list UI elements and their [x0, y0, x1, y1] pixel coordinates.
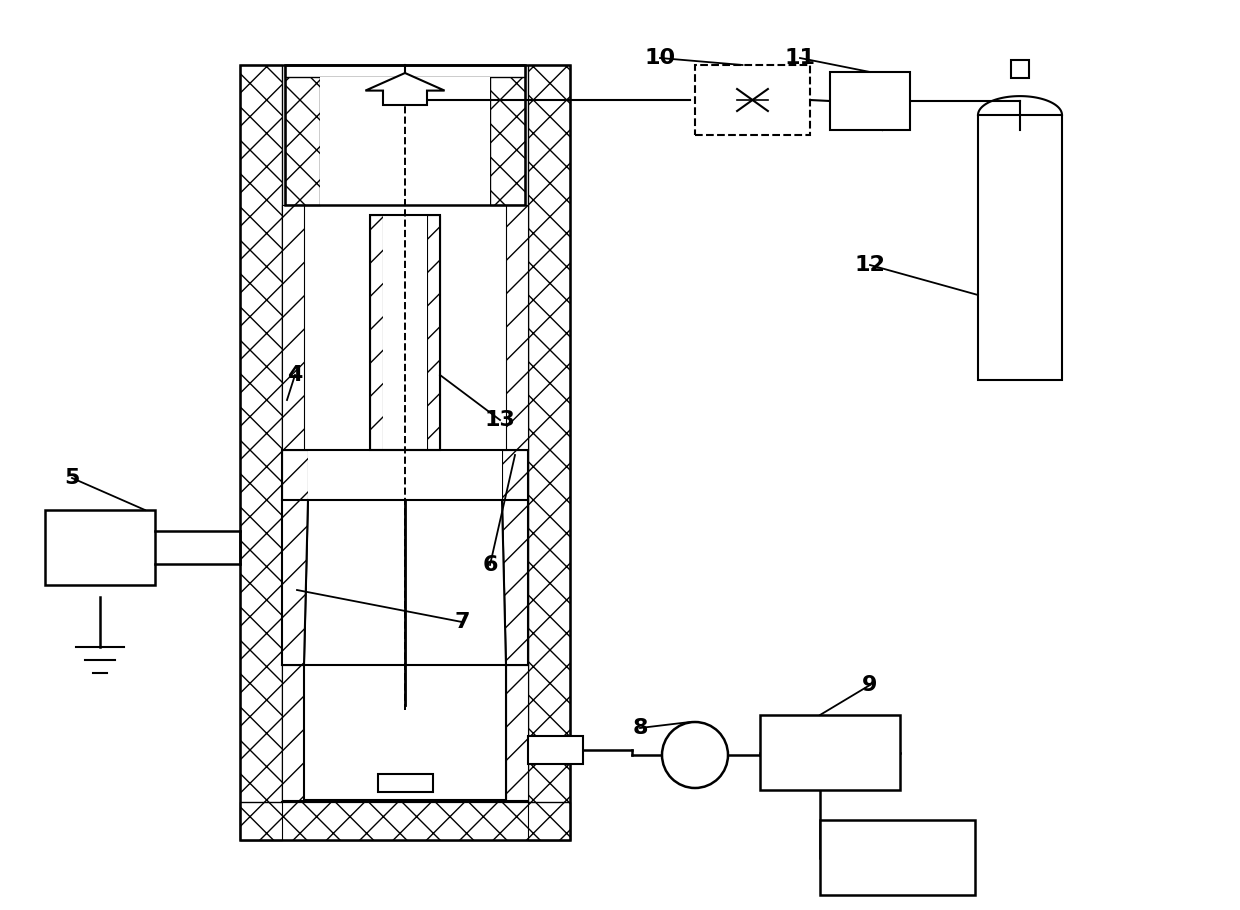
Bar [370, 215, 383, 450]
Bar [285, 65, 320, 205]
Bar [281, 450, 528, 500]
Bar [241, 65, 570, 840]
Text: 4: 4 [288, 365, 303, 385]
Bar [241, 802, 570, 840]
Bar [506, 205, 528, 450]
Polygon shape [502, 500, 528, 665]
Bar [502, 450, 528, 500]
Text: 6: 6 [482, 555, 497, 575]
Text: 9: 9 [862, 675, 878, 695]
Text: 12: 12 [854, 255, 885, 275]
Bar [820, 820, 975, 895]
Bar [694, 65, 810, 135]
Bar [308, 450, 502, 500]
Polygon shape [366, 73, 445, 105]
Text: 8: 8 [632, 718, 647, 738]
Text: 10: 10 [645, 48, 676, 68]
Text: 13: 13 [485, 410, 516, 430]
Bar [45, 510, 155, 585]
Polygon shape [304, 500, 506, 705]
Bar [830, 72, 910, 130]
Bar [281, 205, 304, 450]
Bar [506, 665, 528, 800]
Bar [320, 77, 490, 205]
Bar [490, 65, 525, 205]
Bar [760, 715, 900, 790]
Bar [383, 215, 427, 450]
Bar [525, 205, 528, 450]
Text: 5: 5 [64, 468, 79, 488]
Bar [304, 665, 506, 800]
Bar [281, 802, 528, 840]
Bar [528, 65, 570, 840]
Bar [281, 500, 308, 665]
Text: 11: 11 [785, 48, 816, 68]
Bar [285, 65, 525, 205]
Bar [241, 65, 281, 840]
Bar [370, 215, 440, 450]
Bar [285, 65, 525, 77]
Bar [281, 450, 308, 500]
Circle shape [662, 722, 728, 788]
Text: 7: 7 [454, 612, 470, 632]
Bar [978, 115, 1061, 380]
Bar [528, 736, 583, 764]
Bar [502, 500, 528, 665]
Bar [281, 205, 285, 450]
Bar [427, 215, 440, 450]
Bar [281, 665, 304, 800]
Polygon shape [281, 500, 308, 665]
Bar [378, 774, 433, 792]
Bar [1011, 60, 1029, 78]
